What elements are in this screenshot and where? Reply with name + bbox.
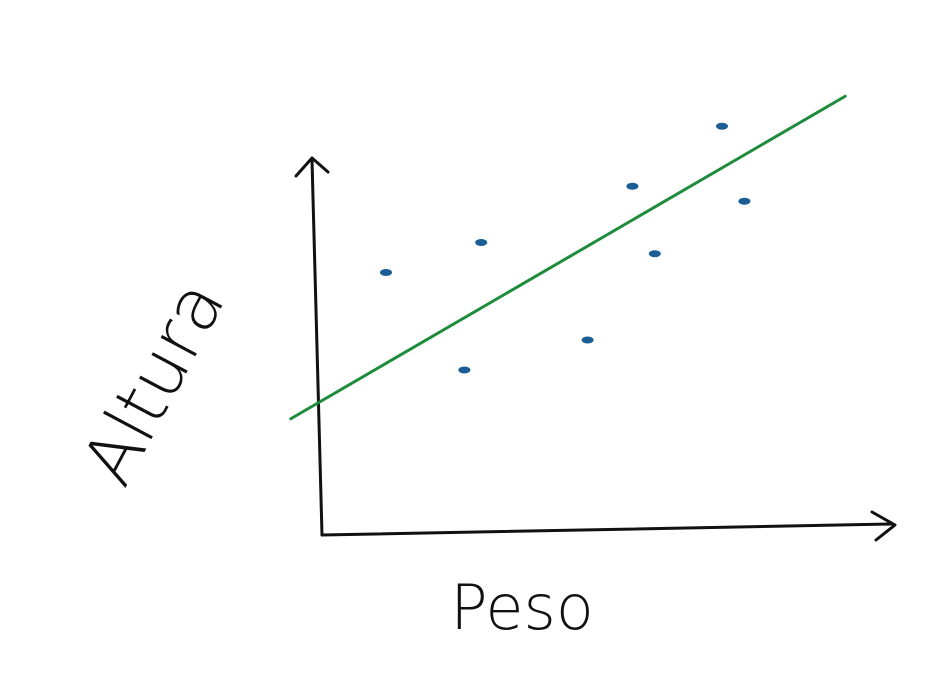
- data-point: [716, 122, 728, 130]
- y-axis: [294, 156, 330, 537]
- x-axis-label: Peso: [450, 571, 594, 644]
- data-point: [458, 366, 471, 374]
- x-axis: [320, 510, 897, 542]
- data-point: [738, 197, 751, 205]
- data-point: [475, 239, 488, 246]
- data-point: [581, 336, 594, 344]
- data-point: [626, 182, 639, 190]
- data-point: [380, 269, 392, 276]
- trend-line: [289, 94, 847, 421]
- data-point: [648, 250, 661, 258]
- y-axis-label: Altura: [65, 267, 241, 498]
